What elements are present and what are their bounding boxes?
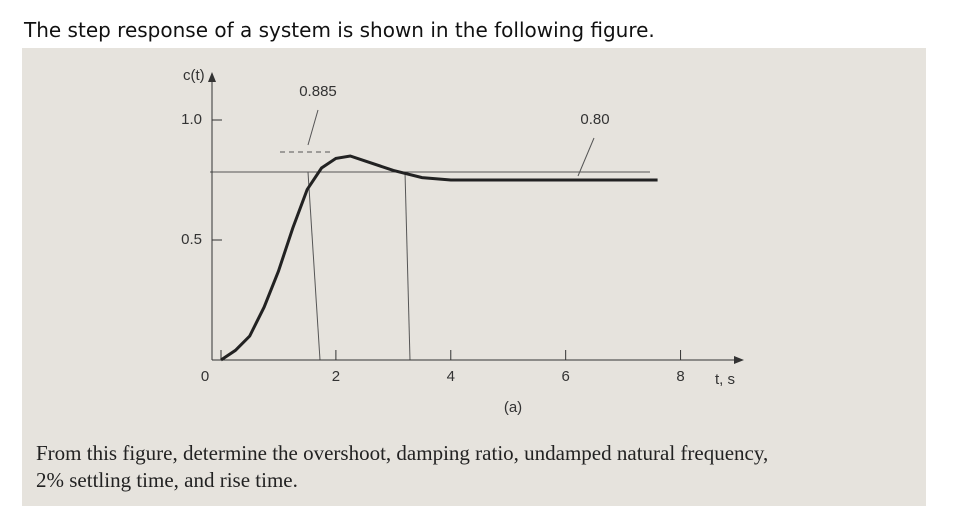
response-line bbox=[220, 154, 658, 362]
header: The step response of a system is shown i… bbox=[24, 18, 655, 42]
x-tick-label: 6 bbox=[561, 368, 569, 385]
guide-line bbox=[404, 171, 411, 361]
question-line: 2% settling time, and rise time. bbox=[36, 468, 298, 492]
arrow bbox=[577, 137, 595, 177]
arrow bbox=[307, 109, 319, 146]
x-tick-label: 4 bbox=[447, 368, 455, 385]
y-tick-label: 0.5 bbox=[181, 231, 202, 248]
y-arrow bbox=[208, 72, 216, 82]
x-tick-label: 8 bbox=[676, 368, 684, 385]
figure-photo bbox=[22, 48, 926, 506]
guide-line bbox=[307, 171, 321, 361]
annotation: 0.80 bbox=[580, 111, 609, 128]
x-tick-label: 2 bbox=[332, 368, 340, 385]
question-line: From this figure, determine the overshoo… bbox=[36, 441, 768, 465]
x-axis-label: t, s bbox=[715, 371, 735, 388]
y-tick-label: 1.0 bbox=[181, 111, 202, 128]
x-arrow bbox=[734, 356, 744, 364]
y-axis-label: c(t) bbox=[183, 67, 205, 84]
x-tick-label: 0 bbox=[201, 368, 209, 385]
annotation: 0.885 bbox=[299, 83, 337, 100]
guides bbox=[210, 109, 650, 361]
caption: (a) bbox=[504, 399, 522, 416]
